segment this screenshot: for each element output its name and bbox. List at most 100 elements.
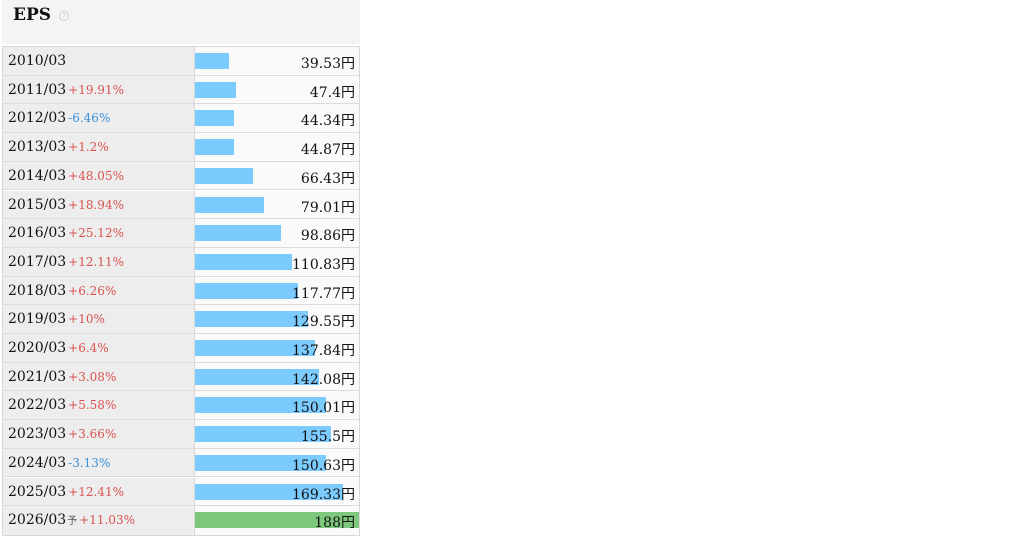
category-label: 2026/03予 +11.03% [8, 512, 135, 528]
value-label: 150.01円 [292, 400, 355, 417]
table-row: 2016/03 +25.12% 98.86円 [3, 219, 359, 248]
table-row: 2022/03 +5.58% 150.01円 [3, 391, 359, 421]
year-cell: 2026/03予 +11.03% [3, 506, 195, 535]
fiscal-year: 2010/03 [8, 53, 67, 69]
change-label: +3.08% [68, 369, 117, 384]
table-row: 2012/03 -6.46% 44.34円 [3, 104, 359, 134]
change-label: +3.66% [68, 427, 117, 442]
category-label: 2010/03 [8, 53, 66, 69]
category-label: 2024/03 -3.13% [8, 455, 110, 471]
bar-cell: 47.4円 [195, 75, 359, 104]
bar-cell: 129.55円 [195, 305, 359, 333]
year-cell: 2015/03 +18.94% [3, 190, 195, 219]
category-label: 2022/03 +5.58% [8, 397, 116, 413]
year-cell: 2014/03 +48.05% [3, 161, 195, 190]
eps-bar [195, 340, 316, 356]
eps-bar [195, 167, 253, 184]
year-cell: 2013/03 +1.2% [3, 133, 195, 161]
table-row: 2019/03 +10% 129.55円 [3, 305, 359, 334]
bar-cell: 98.86円 [195, 219, 359, 247]
bar-cell: 110.83円 [195, 247, 359, 276]
category-label: 2015/03 +18.94% [8, 197, 124, 213]
change-label: +6.4% [68, 341, 109, 355]
panel-header: EPS ? [2, 0, 360, 44]
year-cell: 2011/03 +19.91% [3, 75, 195, 104]
eps-table: 2010/03 39.53円 2011/03 +19.91% 47.4円 2012/03-… [2, 46, 360, 536]
year-cell: 2018/03 +6.26% [3, 276, 195, 305]
change-label: +1.2% [68, 140, 109, 155]
eps-bar [195, 139, 235, 156]
fiscal-year: 2022/03 [8, 397, 67, 414]
change-label: +5.58% [68, 398, 117, 413]
category-label: 2025/03 +12.41% [8, 484, 124, 500]
fiscal-year: 2011/03 [8, 81, 67, 98]
change-label: +10% [68, 312, 105, 327]
value-label: 39.53円 [300, 56, 355, 72]
bar-cell: 150.63円 [195, 448, 359, 477]
bar-cell: 39.53円 [195, 47, 359, 75]
year-cell: 2016/03 +25.12% [3, 219, 195, 247]
bar-cell: 150.01円 [195, 391, 359, 420]
value-label: 155.5円 [300, 429, 355, 446]
change-label: +48.05% [68, 168, 124, 183]
table-row: 2013/03 +1.2% 44.87円 [3, 133, 359, 162]
table-row: 2011/03 +19.91% 47.4円 [3, 75, 359, 105]
eps-bar [195, 454, 327, 471]
fiscal-year: 2012/03 [8, 110, 67, 127]
forecast-marker: 予 [67, 516, 78, 528]
eps-bar [195, 483, 343, 500]
fiscal-year: 2017/03 [8, 253, 67, 270]
year-cell: 2023/03 +3.66% [3, 420, 195, 448]
eps-bar [195, 311, 308, 328]
table-row: 2024/03 -3.13% 150.63円 [3, 448, 359, 478]
fiscal-year: 2019/03 [8, 311, 67, 328]
fiscal-year: 2021/03 [8, 368, 67, 385]
eps-bar [195, 397, 326, 414]
table-row: 2015/03 +18.94% 79.01円 [3, 190, 359, 220]
table-row: 2014/03 +48.05% 66.43円 [3, 161, 359, 191]
year-cell: 2025/03 +12.41% [3, 477, 195, 506]
category-label: 2018/03 +6.26% [8, 283, 116, 299]
value-label: 188円 [314, 515, 355, 532]
value-label: 110.83円 [292, 256, 355, 273]
question-circle-icon[interactable]: ? [59, 11, 69, 21]
bar-cell: 188円 [195, 506, 359, 535]
fiscal-year: 2014/03 [8, 167, 67, 184]
category-label: 2021/03 +3.08% [8, 369, 116, 385]
table-row: 2020/03 +6.4% 137.84円 [3, 334, 359, 363]
table-row: 2018/03 +6.26% 117.77円 [3, 276, 359, 306]
eps-bar [195, 512, 359, 529]
value-label: 169.33円 [292, 486, 355, 503]
change-label: +11.03% [79, 513, 135, 528]
value-label: 150.63円 [292, 457, 355, 474]
year-cell: 2019/03 +10% [3, 305, 195, 333]
eps-bar [195, 282, 298, 299]
category-label: 2020/03 +6.4% [8, 340, 109, 356]
category-label: 2023/03 +3.66% [8, 426, 116, 442]
fiscal-year: 2013/03 [8, 139, 67, 156]
fiscal-year: 2016/03 [8, 225, 67, 242]
category-label: 2013/03 +1.2% [8, 139, 109, 155]
value-label: 98.86円 [300, 228, 355, 245]
year-cell: 2010/03 [3, 47, 195, 75]
value-label: 44.34円 [300, 113, 355, 130]
year-cell: 2020/03 +6.4% [3, 334, 195, 362]
change-label: +12.41% [68, 484, 124, 499]
value-label: 129.55円 [292, 314, 355, 331]
category-label: 2019/03 +10% [8, 311, 105, 327]
table-row: 2023/03 +3.66% 155.5円 [3, 420, 359, 449]
bar-cell: 44.87円 [195, 133, 359, 161]
bar-cell: 66.43円 [195, 161, 359, 190]
fiscal-year: 2023/03 [8, 426, 67, 443]
category-label: 2014/03 +48.05% [8, 168, 124, 184]
fiscal-year: 2018/03 [8, 282, 67, 299]
value-label: 117.77円 [292, 285, 355, 302]
eps-bar [195, 368, 319, 385]
fiscal-year: 2020/03 [8, 340, 67, 356]
panel-title: EPS [13, 5, 52, 25]
bar-cell: 137.84円 [195, 334, 359, 362]
fiscal-year: 2025/03 [8, 483, 67, 500]
bar-cell: 169.33円 [195, 477, 359, 506]
eps-bar [195, 426, 331, 443]
bar-cell: 79.01円 [195, 190, 359, 219]
